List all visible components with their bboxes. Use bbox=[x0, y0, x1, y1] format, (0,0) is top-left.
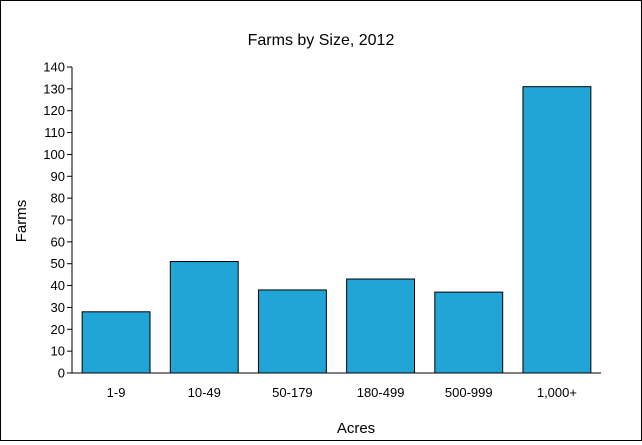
x-tick-label: 1,000+ bbox=[537, 385, 577, 400]
y-axis-label: Farms bbox=[13, 200, 30, 243]
x-axis: 1-9 10-49 50-179 180-499 500-999 1,000+ bbox=[72, 372, 601, 400]
y-tick-label: 70 bbox=[51, 213, 65, 228]
y-tick-label: 120 bbox=[43, 103, 65, 118]
bar-10-49 bbox=[169, 261, 239, 374]
x-tick-label: 10-49 bbox=[188, 385, 221, 400]
y-tick-label: 20 bbox=[51, 322, 65, 337]
y-tick-label: 50 bbox=[51, 256, 65, 271]
bar-180-499 bbox=[346, 278, 416, 374]
y-tick-label: 90 bbox=[51, 169, 65, 184]
x-tick-label: 50-179 bbox=[272, 385, 312, 400]
bar-1,000+ bbox=[522, 86, 592, 374]
y-tick-label: 0 bbox=[58, 366, 65, 381]
chart-title: Farms by Size, 2012 bbox=[248, 32, 395, 49]
y-tick-label: 10 bbox=[51, 344, 65, 359]
y-tick-label: 130 bbox=[43, 81, 65, 96]
y-tick-label: 80 bbox=[51, 191, 65, 206]
y-tick-label: 110 bbox=[44, 125, 65, 140]
x-tick-label: 500-999 bbox=[445, 385, 493, 400]
x-tick-label: 180-499 bbox=[357, 385, 405, 400]
bar-50-179 bbox=[257, 289, 327, 374]
x-axis-label: Acres bbox=[337, 420, 375, 437]
x-tick-label: 1-9 bbox=[107, 385, 126, 400]
y-tick-label: 140 bbox=[43, 60, 65, 75]
y-tick-label: 100 bbox=[43, 147, 65, 162]
y-tick-label: 40 bbox=[51, 278, 65, 293]
bar-1-9 bbox=[81, 311, 151, 374]
bar-series bbox=[81, 86, 592, 374]
y-tick-label: 60 bbox=[51, 234, 65, 249]
y-tick-label: 30 bbox=[51, 300, 65, 315]
bar-500-999 bbox=[434, 291, 504, 374]
y-axis: 0 10 20 30 40 50 60 70 80 90 100 110 120 130 140 bbox=[43, 60, 73, 381]
